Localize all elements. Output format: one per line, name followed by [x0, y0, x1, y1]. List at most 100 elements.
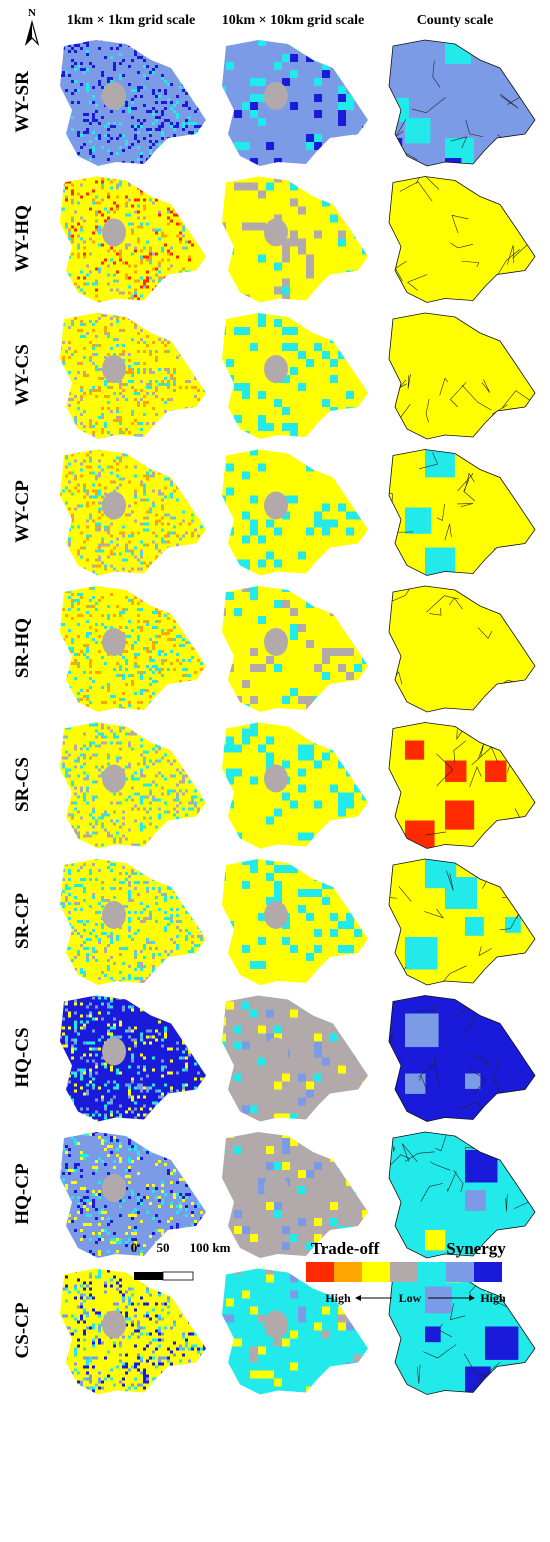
cell: [125, 143, 128, 146]
cell: [149, 508, 152, 511]
cell: [83, 241, 86, 244]
map: [218, 857, 370, 985]
cell: [80, 68, 83, 71]
cell: [242, 391, 250, 399]
cell: [83, 292, 86, 295]
cell: [155, 947, 158, 950]
cell: [194, 460, 197, 463]
cell: [176, 745, 179, 748]
cell: [203, 1099, 206, 1102]
cell: [200, 938, 203, 941]
cell: [182, 884, 185, 887]
cell: [197, 131, 200, 134]
cell: [197, 389, 200, 392]
cell: [152, 202, 155, 205]
cell: [203, 547, 206, 550]
cell: [98, 460, 101, 463]
cell: [200, 454, 203, 457]
cell: [56, 1166, 59, 1169]
cell: [176, 431, 179, 434]
cell: [95, 220, 98, 223]
cell: [200, 128, 203, 131]
cell: [161, 292, 164, 295]
cell: [290, 423, 298, 431]
cell: [68, 814, 71, 817]
cell: [194, 905, 197, 908]
cell: [146, 181, 149, 184]
cell: [191, 799, 194, 802]
cell: [200, 692, 203, 695]
cell: [89, 724, 92, 727]
cell: [83, 1114, 86, 1117]
map: [56, 311, 206, 440]
cell: [89, 457, 92, 460]
cell: [338, 142, 346, 150]
cell: [354, 769, 362, 777]
cell: [161, 122, 164, 125]
cell: [128, 1093, 131, 1096]
cell: [140, 1036, 143, 1039]
cell: [167, 1117, 170, 1120]
cell: [83, 754, 86, 757]
cell: [59, 493, 62, 496]
cell: [95, 280, 98, 283]
county-border: [533, 823, 550, 833]
cell: [86, 466, 89, 469]
cell: [346, 431, 354, 439]
cell: [182, 247, 185, 250]
cell: [155, 920, 158, 923]
cell: [185, 283, 188, 286]
cell: [92, 389, 95, 392]
cell: [116, 736, 119, 739]
cell: [107, 386, 110, 389]
cell: [65, 1036, 68, 1039]
cell: [98, 386, 101, 389]
cell: [92, 781, 95, 784]
map: [56, 448, 206, 577]
cell: [134, 872, 137, 875]
cell: [65, 614, 68, 617]
cell: [62, 878, 65, 881]
cell: [77, 602, 80, 605]
cell: [152, 472, 155, 475]
cell: [113, 811, 116, 814]
cell: [68, 1096, 71, 1099]
cell: [158, 238, 161, 241]
cell: [89, 605, 92, 608]
cell: [122, 698, 125, 701]
cell: [65, 1084, 68, 1087]
cell: [194, 1057, 197, 1060]
cell: [176, 1042, 179, 1045]
cell: [71, 454, 74, 457]
cell: [125, 544, 128, 547]
cell: [113, 250, 116, 253]
cell: [104, 565, 107, 568]
cell: [164, 478, 167, 481]
cell: [149, 917, 152, 920]
cell: [89, 1069, 92, 1072]
cell: [56, 947, 59, 950]
cell: [71, 593, 74, 596]
cell: [185, 602, 188, 605]
cell: [152, 692, 155, 695]
cell: [128, 437, 131, 440]
cell: [71, 47, 74, 50]
cell: [101, 823, 104, 826]
cell: [71, 1130, 74, 1133]
cell: [125, 650, 128, 653]
cell: [173, 692, 176, 695]
cell: [95, 608, 98, 611]
cell: [200, 493, 203, 496]
cell: [176, 811, 179, 814]
cell: [140, 1084, 143, 1087]
cell: [158, 451, 161, 454]
cell: [101, 314, 104, 317]
cell: [101, 905, 104, 908]
cell: [134, 265, 137, 268]
cell: [68, 1154, 71, 1157]
cell: [146, 917, 149, 920]
cell: [197, 535, 200, 538]
lake: [264, 1038, 288, 1066]
cell: [62, 428, 65, 431]
cell: [188, 1048, 191, 1051]
